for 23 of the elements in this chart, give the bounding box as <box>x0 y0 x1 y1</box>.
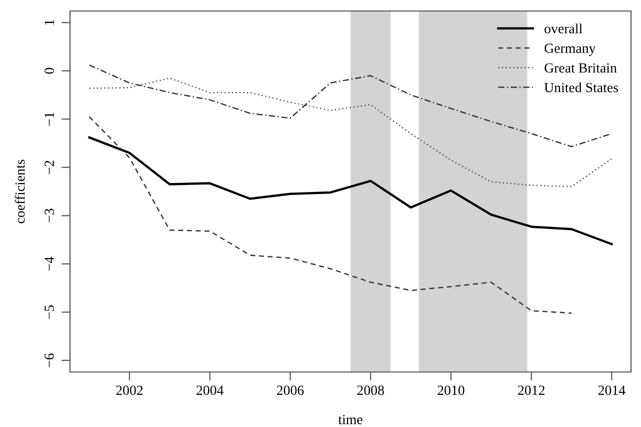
legend-label: United States <box>544 82 618 92</box>
y-tick-label: −1 <box>44 112 54 126</box>
y-tick-label: −5 <box>44 305 54 319</box>
legend-label: overall <box>544 24 582 34</box>
legend-label: Great Britain <box>544 63 617 73</box>
y-tick-label: −4 <box>44 256 54 271</box>
line-series <box>88 116 572 314</box>
x-tick-label: 2012 <box>518 386 544 395</box>
x-tick-label: 2010 <box>438 386 464 395</box>
y-tick-label: −6 <box>44 353 54 368</box>
y-tick-label: 0 <box>44 68 54 74</box>
x-tick-label: 2008 <box>357 386 384 395</box>
x-axis-title: time <box>338 414 362 424</box>
y-tick-label: 1 <box>44 20 54 25</box>
x-tick-label: 2006 <box>276 386 304 395</box>
y-axis-title: coefficients <box>14 160 25 224</box>
y-tick-label: −3 <box>44 208 54 222</box>
line-series <box>88 136 613 246</box>
x-tick-label: 2002 <box>116 386 143 395</box>
y-tick-label: −2 <box>44 160 54 174</box>
legend-label: Germany <box>544 44 596 56</box>
x-tick-label: 2014 <box>598 386 626 395</box>
x-tick-label: 2004 <box>196 386 224 395</box>
